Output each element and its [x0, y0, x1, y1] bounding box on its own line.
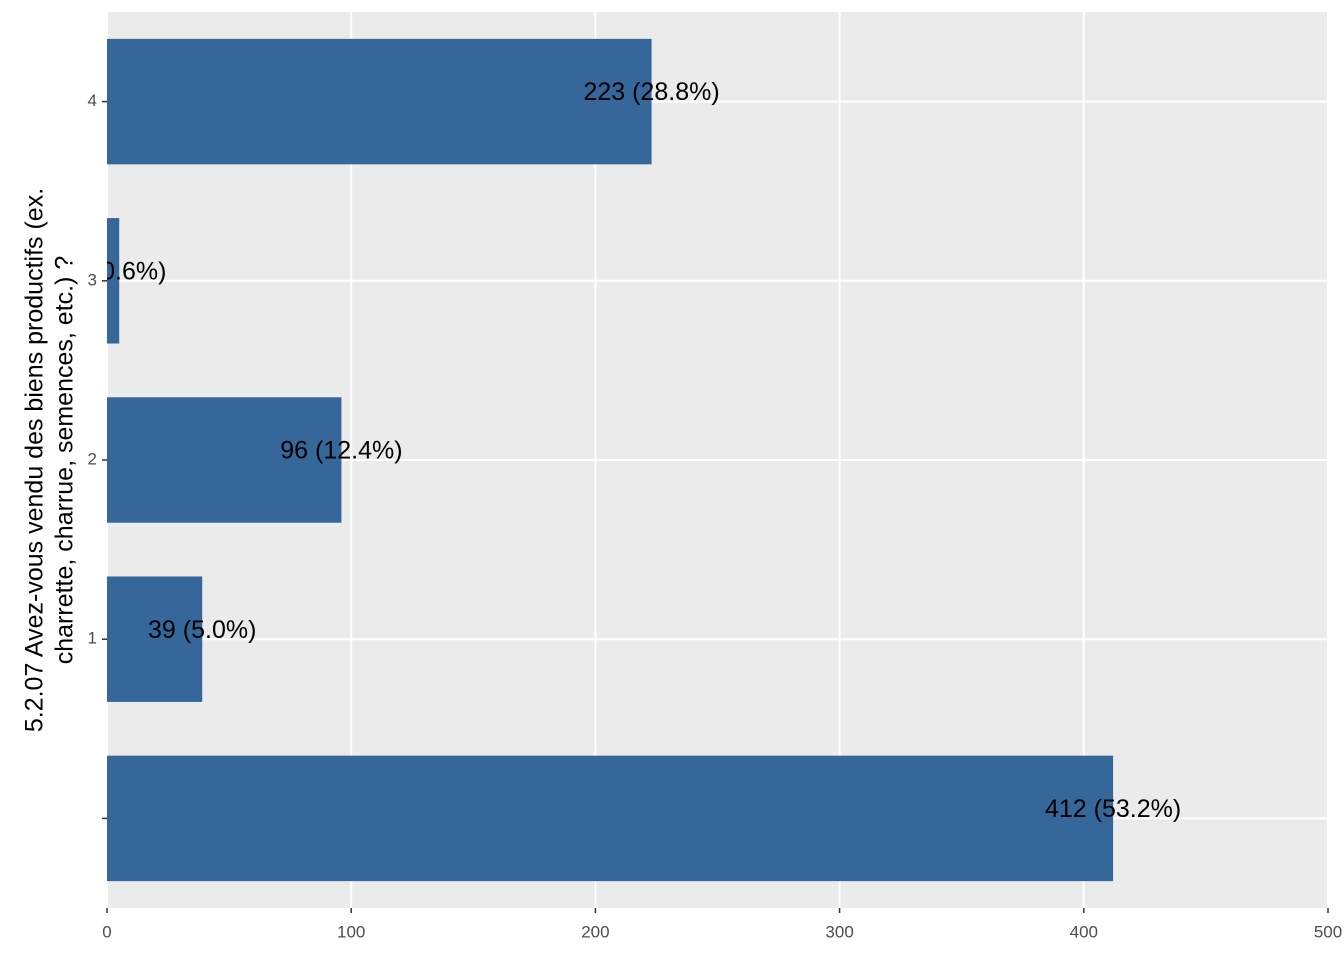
y-tick-label: 1 [88, 629, 97, 648]
x-tick-label: 100 [337, 922, 365, 941]
x-tick-label: 400 [1070, 922, 1098, 941]
x-tick-label: 500 [1314, 922, 1342, 941]
bar [107, 38, 652, 165]
value-label: 5 (0.6%) [72, 257, 166, 285]
y-tick-label: 2 [88, 449, 97, 468]
x-tick-label: 300 [825, 922, 853, 941]
y-tick-label: 3 [88, 270, 97, 289]
y-tick-label: 4 [88, 91, 97, 110]
bar [107, 755, 1114, 882]
value-label: 96 (12.4%) [280, 437, 402, 465]
x-tick-label: 0 [102, 922, 111, 941]
value-label: 39 (5.0%) [148, 616, 256, 644]
y-axis-title-line: charrette, charrue, semences, etc.) ? [51, 256, 79, 665]
bar [107, 218, 120, 344]
x-tick-label: 200 [581, 922, 609, 941]
bar [107, 576, 203, 702]
bar [107, 397, 342, 523]
value-label: 412 (53.2%) [1045, 795, 1181, 823]
value-label: 223 (28.8%) [583, 78, 719, 106]
bars: 412 (53.2%)39 (5.0%)96 (12.4%)5 (0.6%)22… [72, 38, 1181, 882]
y-axis-title: 5.2.07 Avez-vous vendu des biens product… [21, 188, 79, 732]
y-axis-title-line: 5.2.07 Avez-vous vendu des biens product… [21, 188, 49, 732]
